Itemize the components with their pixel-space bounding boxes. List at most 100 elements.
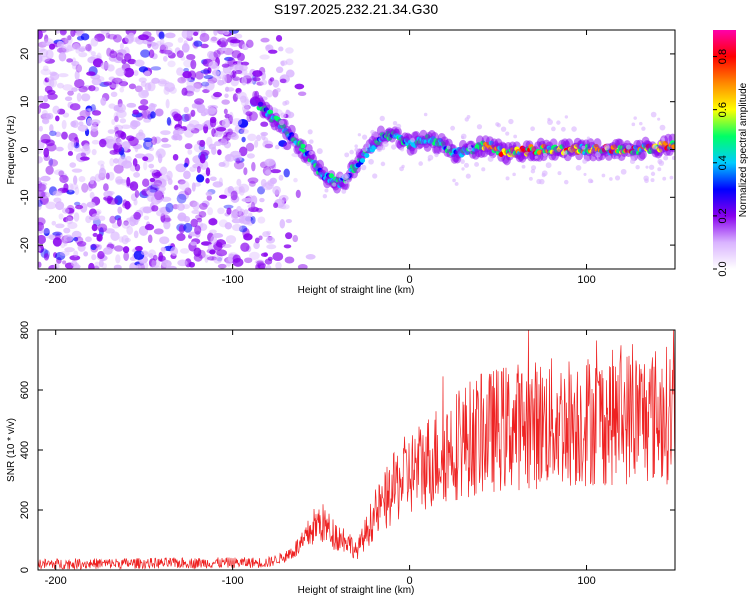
spectrogram-noise-cell (140, 49, 151, 58)
spectrogram-noise-cell (58, 213, 64, 220)
spectrogram-scatter-cell (361, 134, 368, 140)
spectrogram-noise-cell (175, 163, 187, 173)
spectrogram-noise-cell (53, 197, 62, 203)
spectrogram-noise-cell (134, 163, 141, 172)
spectrogram-noise-cell (238, 183, 250, 193)
spectrogram-noise-cell (165, 202, 174, 213)
spectrogram-noise-cell (256, 260, 264, 265)
spectrogram-y-tick-label: -10 (19, 189, 31, 205)
spectrogram-noise-cell (133, 211, 141, 220)
spectrogram-noise-cell (193, 31, 199, 37)
spectrogram-noise-cell (211, 146, 217, 155)
snr-y-tick-label: 800 (19, 321, 31, 339)
spectrogram-scatter-cell (530, 169, 536, 174)
spectrogram-noise-cell (79, 156, 90, 161)
spectrogram-noise-cell (63, 227, 71, 234)
spectrogram-noise-cell (190, 59, 197, 70)
spectrogram-noise-cell (102, 247, 113, 255)
spectrogram-noise-cell (181, 43, 190, 53)
spectrogram-noise-cell (272, 79, 280, 88)
spectrogram-noise-cell (70, 183, 79, 190)
colorbar-tick-label: 0.4 (717, 155, 729, 170)
spectrogram-noise-cell (48, 43, 56, 50)
spectrogram-noise-cell (249, 251, 260, 261)
spectrogram-noise-cell (266, 244, 277, 250)
spectrogram-scatter-cell (657, 167, 662, 172)
spectrogram-noise-cell (91, 110, 102, 116)
spectrogram-noise-cell (224, 222, 233, 230)
spectrogram-noise-cell (224, 113, 231, 119)
spectrogram-noise-cell (38, 125, 43, 132)
spectrogram-noise-cell (88, 262, 95, 269)
spectrogram-noise-cell (221, 118, 231, 128)
snr-series-line (38, 330, 675, 570)
spectrogram-scatter-cell (487, 155, 494, 162)
spectrogram-noise-cell (243, 167, 248, 176)
spectrogram-noise-cell (279, 78, 287, 84)
spectrogram-noise-cell (133, 230, 139, 239)
spectrogram-noise-cell (123, 220, 129, 226)
spectrogram-x-tick-label: 100 (577, 274, 595, 286)
spectrogram-scatter-cell (461, 135, 465, 140)
spectrogram-noise-cell (116, 217, 122, 227)
spectrogram-noise-cell (38, 30, 43, 40)
spectrogram-scatter-cell (332, 182, 337, 187)
spectrogram-noise-cell (124, 200, 131, 210)
spectrogram-noise-cell (46, 142, 57, 152)
spectrogram-noise-cell (245, 111, 253, 117)
spectrogram-noise-cell (247, 204, 256, 209)
spectrogram-noise-cell (238, 146, 248, 157)
spectrogram-noise-cell (107, 33, 118, 40)
spectrogram-noise-cell (255, 262, 266, 269)
spectrogram-noise-cell (79, 110, 91, 118)
spectrogram-noise-cell (76, 30, 83, 37)
spectrogram-noise-cell (49, 124, 54, 133)
spectrogram-noise-cell (53, 169, 65, 176)
spectrogram-noise-cell (237, 118, 249, 128)
spectrogram-noise-cell (257, 186, 265, 195)
spectrogram-noise-cell (90, 119, 101, 125)
spectrogram-noise-cell (236, 91, 247, 100)
spectrogram-noise-cell (200, 30, 206, 38)
spectrogram-noise-cell (154, 190, 164, 201)
spectrogram-noise-cell (183, 162, 189, 168)
spectrogram-noise-cell (134, 189, 140, 198)
spectrogram-noise-cell (38, 95, 45, 102)
spectrogram-noise-cell (86, 117, 93, 127)
spectrogram-scatter-cell (543, 152, 548, 157)
spectrogram-noise-cell (128, 136, 139, 147)
spectrogram-noise-cell (61, 207, 70, 214)
spectrogram-noise-cell (78, 175, 86, 183)
spectrogram-noise-cell (104, 228, 115, 234)
spectrogram-noise-cell (279, 219, 286, 229)
spectrogram-noise-cell (260, 37, 270, 43)
spectrogram-scatter-cell (391, 144, 397, 150)
spectrogram-noise-cell (76, 92, 82, 102)
spectrogram-noise-cell (243, 73, 254, 79)
spectrogram-scatter-cell (571, 126, 577, 132)
spectrogram-noise-cell (45, 201, 57, 210)
spectrogram-noise-cell (234, 69, 243, 75)
spectrogram-scatter-cell (357, 133, 361, 137)
spectrogram-noise-cell (62, 260, 67, 265)
spectrogram-noise-cell (217, 71, 227, 79)
spectrogram-noise-cell (38, 106, 42, 115)
spectrogram-noise-cell (90, 243, 100, 248)
spectrogram-noise-cell (166, 170, 173, 180)
spectrogram-scatter-cell (463, 162, 469, 168)
spectrogram-noise-cell (124, 34, 134, 43)
spectrogram-noise-cell (98, 215, 106, 222)
spectrogram-noise-cell (176, 67, 184, 76)
spectrogram-noise-cell (158, 80, 170, 85)
spectrogram-noise-cell (225, 256, 232, 267)
spectrogram-noise-cell (113, 56, 124, 64)
spectrogram-scatter-cell (645, 165, 649, 169)
spectrogram-noise-cell (160, 130, 171, 136)
spectrogram-noise-cell (196, 217, 203, 223)
spectrogram-noise-cell (113, 158, 119, 164)
snr-y-tick-label: 600 (19, 381, 31, 399)
spectrogram-noise-cell (184, 187, 192, 196)
spectrogram-noise-cell (230, 64, 239, 70)
spectrogram-scatter-cell (368, 158, 374, 165)
spectrogram-noise-cell (203, 74, 214, 80)
